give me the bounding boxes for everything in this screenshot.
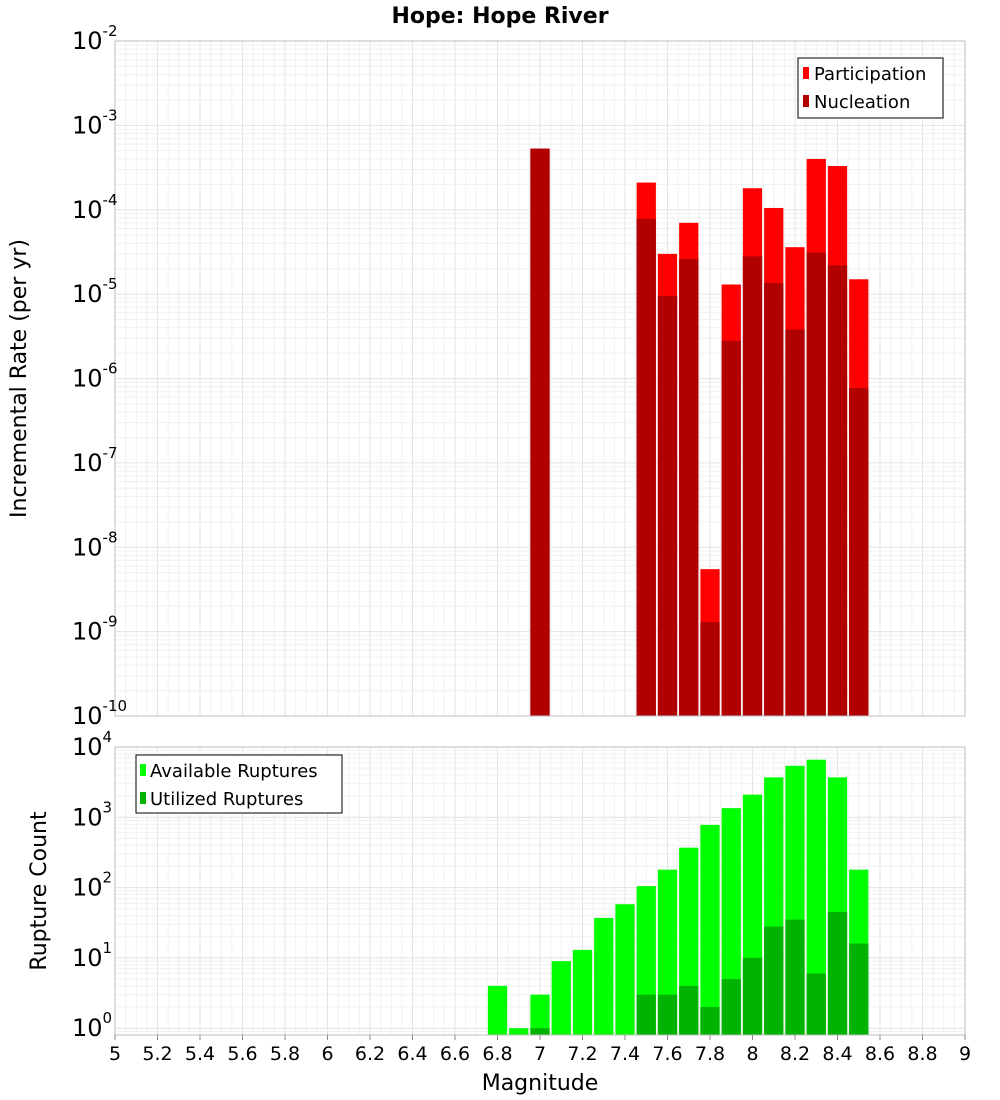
available-bar	[594, 917, 614, 1035]
x-tick-label: 8.2	[780, 1043, 810, 1065]
x-axis-title: Magnitude	[482, 1071, 599, 1096]
x-tick-label: 7.4	[610, 1043, 640, 1065]
legend-swatch	[803, 67, 809, 79]
legend-swatch	[140, 792, 146, 804]
x-tick-label: 7	[534, 1043, 546, 1065]
x-tick-label: 5.2	[142, 1043, 172, 1065]
available-bar	[509, 1028, 529, 1035]
available-bar	[530, 994, 550, 1035]
utilized-bar	[530, 1028, 550, 1035]
legend-label: Utilized Ruptures	[150, 789, 303, 810]
y-tick-label: 103	[72, 798, 112, 831]
legend-box	[797, 57, 944, 119]
utilized-bars	[530, 911, 869, 1035]
available-bar	[657, 869, 678, 1035]
available-bar	[615, 904, 635, 1035]
utilized-bar	[721, 979, 741, 1035]
y-tick-label: 10-8	[72, 528, 118, 561]
utilized-bar	[785, 919, 805, 1035]
nucleation-bar	[636, 218, 656, 716]
y-tick-label: 10-4	[72, 191, 118, 224]
utilized-bar	[827, 911, 848, 1035]
available-bar	[700, 824, 720, 1035]
y-tick-label: 10-3	[72, 106, 118, 139]
x-tick-label: 6.2	[355, 1043, 385, 1065]
nucleation-bar	[849, 388, 869, 716]
legend-label: Participation	[814, 64, 926, 85]
nucleation-bar	[827, 265, 848, 716]
x-tick-label: 8.6	[865, 1043, 895, 1065]
x-tick-label: 5.4	[185, 1043, 215, 1065]
x-tick-label: 8.4	[822, 1043, 852, 1065]
available-bar	[551, 961, 571, 1035]
utilized-bar	[679, 985, 699, 1035]
nucleation-bar	[721, 340, 741, 716]
y-tick-label: 100	[72, 1009, 112, 1042]
utilized-bar	[806, 973, 826, 1035]
nucleation-bar	[764, 283, 784, 716]
y-tick-label: 10-7	[72, 444, 118, 477]
utilized-bar	[657, 994, 678, 1035]
available-bar	[721, 808, 741, 1035]
available-bar	[806, 759, 826, 1035]
x-tick-label: 6.6	[440, 1043, 470, 1065]
legend-swatch	[803, 95, 809, 107]
y-tick-label: 104	[72, 728, 112, 761]
x-tick-label: 6.4	[397, 1043, 427, 1065]
utilized-bar	[742, 957, 763, 1035]
nucleation-bars	[530, 148, 869, 716]
bottom-y-ticks: 100 101 102 103 104	[72, 728, 112, 1042]
x-tick-label: 7.6	[652, 1043, 682, 1065]
legend-label: Nucleation	[814, 92, 910, 113]
x-tick-label: 9	[959, 1043, 971, 1065]
legend-label: Available Ruptures	[150, 761, 318, 782]
x-tick-label: 7.8	[695, 1043, 725, 1065]
legend-swatch	[140, 764, 146, 776]
available-bar	[487, 985, 508, 1035]
bottom-legend: Available Ruptures Utilized Ruptures	[135, 754, 343, 814]
utilized-bar	[700, 1007, 720, 1035]
x-tick-label: 6.8	[482, 1043, 512, 1065]
top-y-ticks: 10-10 10-9 10-8 10-7 10-6 10-5 10-4 10-3 10-2	[72, 22, 127, 730]
y-tick-label: 10-6	[72, 360, 118, 393]
utilized-bar	[764, 926, 784, 1035]
nucleation-bar	[785, 329, 805, 716]
nucleation-bar	[530, 148, 550, 716]
y-tick-label: 10-5	[72, 275, 118, 308]
y-tick-label: 101	[72, 939, 112, 972]
legend-box	[135, 754, 343, 814]
nucleation-bar	[806, 252, 826, 716]
utilized-bar	[849, 943, 869, 1035]
available-bar	[572, 949, 593, 1035]
y-tick-label: 10-9	[72, 613, 118, 646]
utilized-bar	[636, 994, 656, 1035]
x-tick-label: 8	[746, 1043, 758, 1065]
y-tick-label: 10-10	[72, 697, 127, 730]
nucleation-bar	[700, 622, 720, 716]
nucleation-bar	[742, 256, 763, 716]
nucleation-bar	[679, 259, 699, 716]
bottom-y-axis-title: Rupture Count	[27, 811, 52, 971]
top-legend: Participation Nucleation	[797, 57, 944, 119]
y-tick-label: 102	[72, 869, 112, 902]
top-plot-frame	[114, 40, 966, 717]
x-tick-label: 5.8	[270, 1043, 300, 1065]
x-ticks: 5 5.2 5.4 5.6 5.8 6 6.2 6.4 6.6 6.8 7 7.2 7.4 7.6 7.8 8…	[109, 1035, 971, 1065]
x-tick-label: 8.8	[907, 1043, 937, 1065]
nucleation-bar	[657, 296, 678, 716]
y-tick-label: 10-2	[72, 22, 118, 55]
x-tick-label: 5	[109, 1043, 121, 1065]
x-tick-label: 5.6	[227, 1043, 257, 1065]
x-tick-label: 7.2	[567, 1043, 597, 1065]
top-y-axis-title: Incremental Rate (per yr)	[7, 239, 32, 518]
chart-title: Hope: Hope River	[391, 4, 608, 29]
x-tick-label: 6	[321, 1043, 333, 1065]
